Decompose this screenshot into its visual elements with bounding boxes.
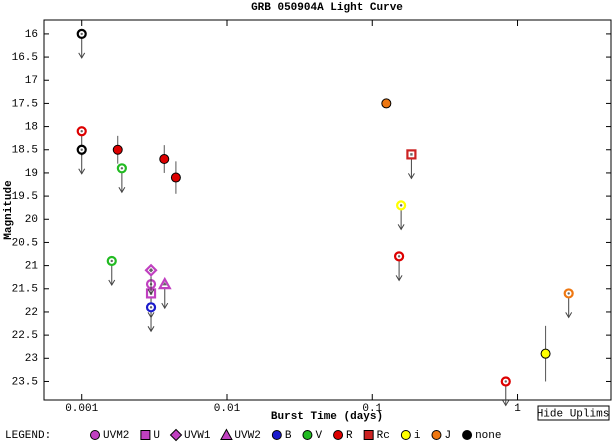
legend-marker xyxy=(302,430,313,440)
y-tick-label: 20 xyxy=(25,214,38,226)
y-tick-label: 18 xyxy=(25,121,38,133)
legend-label: Rc xyxy=(377,430,390,442)
limit-marker-center xyxy=(80,130,83,133)
x-axis-label: Burst Time (days) xyxy=(271,411,383,423)
button-frame[interactable] xyxy=(537,405,610,421)
y-tick-label: 16.5 xyxy=(12,52,38,64)
y-tick-label: 22.5 xyxy=(12,330,38,342)
y-tick-label: 23 xyxy=(25,353,38,365)
uplim-arrowhead xyxy=(78,168,86,175)
y-tick-label: 16 xyxy=(25,29,38,41)
limit-marker-center xyxy=(397,255,401,258)
detection xyxy=(112,135,123,164)
legend-label: V xyxy=(315,430,322,442)
legend-marker xyxy=(169,428,183,442)
legend-label: B xyxy=(285,430,292,442)
legend-marker xyxy=(333,430,344,440)
point xyxy=(159,154,170,165)
legend-marker xyxy=(90,430,100,440)
x-tick-label: 0.1 xyxy=(362,403,382,415)
point xyxy=(381,98,392,109)
upper-limit xyxy=(106,255,117,286)
detection xyxy=(540,325,551,382)
limit-marker-center xyxy=(504,380,507,383)
limit-marker-center xyxy=(567,292,570,295)
legend-label: R xyxy=(346,430,353,442)
limit-marker-center xyxy=(80,32,83,36)
uplim-arrowhead xyxy=(502,400,510,407)
legend-marker xyxy=(271,430,282,440)
y-tick-label: 17.5 xyxy=(12,98,38,110)
upper-limit xyxy=(157,276,172,310)
upper-limit xyxy=(144,263,158,296)
limit-marker-center xyxy=(110,259,113,263)
uplim-arrowhead xyxy=(147,288,155,296)
limit-marker-center xyxy=(410,153,413,156)
upper-limit xyxy=(145,302,157,333)
limit-marker-center xyxy=(148,268,154,273)
y-tick-label: 21 xyxy=(25,261,39,273)
point xyxy=(540,348,551,359)
point xyxy=(170,172,181,183)
legend-label: U xyxy=(153,430,160,442)
upper-limit xyxy=(500,376,511,407)
legend-label: J xyxy=(444,430,451,442)
uplim-arrowhead xyxy=(397,224,405,231)
upper-limit xyxy=(116,163,127,194)
limit-marker-center xyxy=(80,148,83,151)
y-tick-label: 19 xyxy=(25,168,38,180)
legend-marker xyxy=(140,430,151,440)
legend-marker xyxy=(400,430,411,440)
hide-uplims-button[interactable]: Hide Uplims xyxy=(537,405,610,421)
uplim-arrowhead xyxy=(407,173,415,180)
detection xyxy=(159,145,170,173)
legend-label: i xyxy=(414,430,421,442)
upper-limit xyxy=(393,251,405,282)
legend-title: LEGEND: xyxy=(5,430,51,442)
y-tick-label: 22 xyxy=(25,307,38,319)
y-axis-label: Magnitude xyxy=(3,180,15,240)
y-tick-label: 20.5 xyxy=(12,237,38,249)
y-tick-label: 21.5 xyxy=(12,284,38,296)
y-tick-label: 23.5 xyxy=(12,376,38,388)
button-label[interactable]: Hide Uplims xyxy=(537,408,610,420)
plot-frame xyxy=(43,19,612,401)
y-tick-label: 17 xyxy=(25,75,38,87)
y-tick-label: 18.5 xyxy=(12,145,38,157)
legend-label: UVW1 xyxy=(184,430,211,442)
upper-limit xyxy=(76,144,87,175)
uplim-arrowhead xyxy=(395,275,403,282)
uplim-arrowhead xyxy=(78,52,86,59)
x-tick-label: 0.01 xyxy=(214,403,241,415)
y-tick-label: 19.5 xyxy=(12,191,38,203)
legend-label: UVM2 xyxy=(103,430,129,442)
uplim-arrowhead xyxy=(108,279,116,286)
detection xyxy=(170,161,181,194)
x-tick-label: 1 xyxy=(514,403,521,415)
legend-marker xyxy=(431,430,442,440)
uplim-arrowhead xyxy=(161,302,169,310)
limit-marker-center xyxy=(162,281,167,286)
uplim-arrowhead xyxy=(565,312,573,319)
upper-limit xyxy=(563,288,574,319)
x-tick-label: 0.001 xyxy=(65,403,98,415)
uplim-arrowhead xyxy=(147,326,155,333)
upper-limit xyxy=(406,149,417,180)
chart-title: GRB 050904A Light Curve xyxy=(251,2,403,14)
legend-label: UVW2 xyxy=(234,430,260,442)
legend-label: none xyxy=(475,430,501,442)
limit-marker-center xyxy=(120,167,124,170)
legend-marker xyxy=(462,430,473,440)
uplim-arrowhead xyxy=(118,187,126,194)
limit-marker-center xyxy=(149,306,153,309)
point xyxy=(112,144,123,155)
upper-limit xyxy=(396,200,407,231)
limit-marker-center xyxy=(399,204,403,207)
legend-marker xyxy=(363,430,374,440)
legend-marker xyxy=(220,428,233,440)
detection xyxy=(381,98,392,109)
upper-limit xyxy=(76,28,87,59)
